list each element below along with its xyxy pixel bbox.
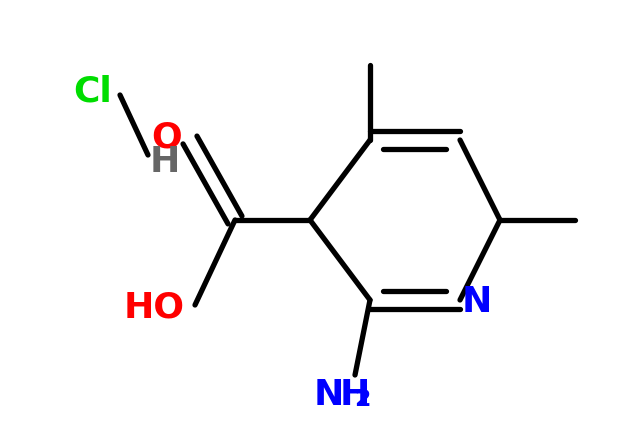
Text: Cl: Cl [73,75,112,109]
Text: N: N [462,285,493,319]
Text: H: H [150,145,180,179]
Text: HO: HO [124,291,185,325]
Text: N: N [314,378,345,412]
Text: 2: 2 [354,388,370,411]
Text: H: H [340,378,370,412]
Text: O: O [151,121,182,155]
